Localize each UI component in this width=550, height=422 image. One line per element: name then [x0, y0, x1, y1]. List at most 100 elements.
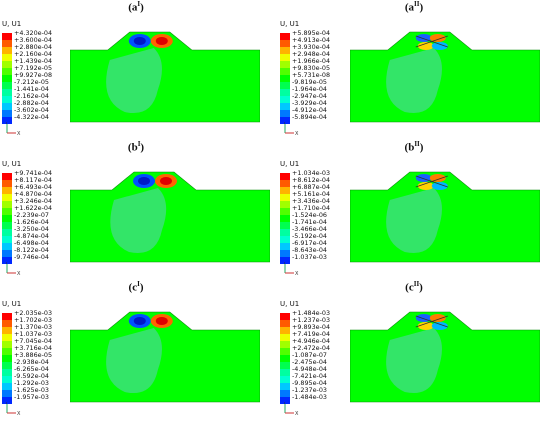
anchor-line — [415, 315, 448, 328]
legend-tick-label: +1.966e-04 — [292, 57, 331, 65]
legend-tick-label: -2.475e-04 — [292, 358, 327, 366]
legend-swatch — [2, 229, 12, 236]
legend-tick-label: +6.493e-04 — [14, 183, 53, 191]
legend-swatch — [280, 397, 290, 404]
legend-tick-label: -9.819e-05 — [292, 78, 327, 86]
legend-tick-label: +5.731e-08 — [292, 71, 331, 79]
positive-displacement-core — [155, 317, 168, 325]
legend-swatch — [2, 390, 12, 397]
legend-tick-label: +4.946e-04 — [292, 337, 331, 345]
legend-tick-label: +1.439e-04 — [14, 57, 53, 65]
legend-tick-label: +2.472e-04 — [292, 344, 331, 352]
legend-swatch — [2, 397, 12, 404]
legend-swatch — [2, 117, 12, 124]
legend-swatch — [280, 201, 290, 208]
contour-legend: U, U1 +5.895e-04 +4.913e-04 +3.930e-04 +2.9… — [280, 20, 330, 124]
negative-displacement-lobe — [431, 42, 448, 50]
legend-swatch — [2, 33, 12, 40]
panel-label: (cII) — [405, 280, 423, 294]
legend-swatch — [2, 54, 12, 61]
negative-displacement-core — [133, 37, 146, 45]
legend-swatch — [280, 89, 290, 96]
legend-swatch — [2, 47, 12, 54]
legend-tick-label: +5.895e-04 — [292, 29, 331, 37]
legend-tick-label: -1.626e-04 — [14, 218, 49, 226]
legend-swatch — [280, 334, 290, 341]
legend-title: U, U1 — [2, 160, 22, 168]
legend-swatch — [280, 313, 290, 320]
legend-tick-label: +1.484e-03 — [292, 309, 331, 317]
legend-tick-label: -8.122e-04 — [14, 246, 49, 254]
legend-swatch — [280, 54, 290, 61]
legend-tick-label: +3.600e-04 — [14, 36, 53, 44]
legend-tick-label: -7.212e-05 — [14, 78, 49, 86]
legend-swatch — [2, 96, 12, 103]
legend-swatch — [280, 117, 290, 124]
legend-tick-label: -1.625e-03 — [14, 386, 49, 394]
legend-body: +4.320e-04 +3.600e-04 +2.880e-04 +2.160e-04… — [2, 30, 52, 124]
legend-swatch — [280, 208, 290, 215]
legend-tick-label: -2.947e-04 — [292, 92, 327, 100]
positive-displacement-lobe — [417, 322, 434, 330]
legend-swatch — [2, 257, 12, 264]
legend-swatch — [2, 313, 12, 320]
svg-text:X: X — [17, 131, 21, 136]
displacement-plume — [386, 188, 442, 254]
legend-tick-label: +7.045e-04 — [14, 337, 53, 345]
legend-swatch — [2, 187, 12, 194]
displacement-plume — [110, 188, 167, 254]
legend-tick-label: -1.741e-04 — [292, 218, 327, 226]
legend-tick-label: -4.874e-04 — [14, 232, 49, 240]
legend-title: U, U1 — [280, 160, 300, 168]
svg-text:Y: Y — [4, 262, 9, 266]
legend-tick-label: -1.237e-03 — [292, 386, 327, 394]
legend-tick-label: +3.886e-05 — [14, 351, 53, 359]
positive-displacement-lobe — [429, 34, 446, 42]
legend-tick-label: -1.524e-06 — [292, 211, 327, 219]
legend-tick-label: +1.702e-03 — [14, 316, 53, 324]
legend-swatch — [280, 362, 290, 369]
legend-tick-label: -2.162e-04 — [14, 92, 49, 100]
legend-swatch — [280, 376, 290, 383]
legend-tick-label: +4.913e-04 — [292, 36, 331, 44]
legend-tick-label: -5.192e-04 — [292, 232, 327, 240]
anchor-line — [415, 175, 448, 188]
legend-tick-label: -6.917e-04 — [292, 239, 327, 247]
legend-title: U, U1 — [2, 300, 22, 308]
legend-tick-label: +3.246e-04 — [14, 197, 53, 205]
legend-swatch — [280, 96, 290, 103]
panel-label: (cI) — [128, 280, 144, 294]
legend-swatch — [280, 47, 290, 54]
legend-tick-label: +4.870e-04 — [14, 190, 53, 198]
legend-swatch — [2, 348, 12, 355]
mesh-contour-plot — [350, 311, 540, 403]
negative-displacement-lobe — [431, 182, 448, 190]
legend-swatch — [280, 257, 290, 264]
legend-swatch — [280, 320, 290, 327]
legend-tick-label: -5.894e-04 — [292, 113, 327, 121]
legend-tick-label: -4.912e-04 — [292, 106, 327, 114]
legend-swatch — [280, 327, 290, 334]
legend-swatch — [2, 103, 12, 110]
legend-swatch — [280, 355, 290, 362]
contour-legend: U, U1 +9.741e-04 +8.117e-04 +6.493e-04 +4.8… — [2, 160, 52, 264]
legend-swatch — [2, 82, 12, 89]
legend-swatch — [280, 236, 290, 243]
legend-body: +5.895e-04 +4.913e-04 +3.930e-04 +2.948e-04… — [280, 30, 330, 124]
legend-tick-label: +1.622e-04 — [14, 204, 53, 212]
legend-swatch — [280, 103, 290, 110]
legend-swatch — [2, 201, 12, 208]
mesh-contour-plot — [350, 171, 540, 263]
legend-swatch — [2, 250, 12, 257]
legend-swatch — [2, 243, 12, 250]
svg-text:Y: Y — [282, 402, 287, 406]
legend-tick-label: +8.117e-04 — [14, 176, 53, 184]
legend-swatch — [2, 376, 12, 383]
svg-text:Y: Y — [4, 402, 9, 406]
legend-swatch — [2, 110, 12, 117]
legend-tick-label: -8.643e-04 — [292, 246, 327, 254]
legend-title: U, U1 — [2, 20, 22, 28]
